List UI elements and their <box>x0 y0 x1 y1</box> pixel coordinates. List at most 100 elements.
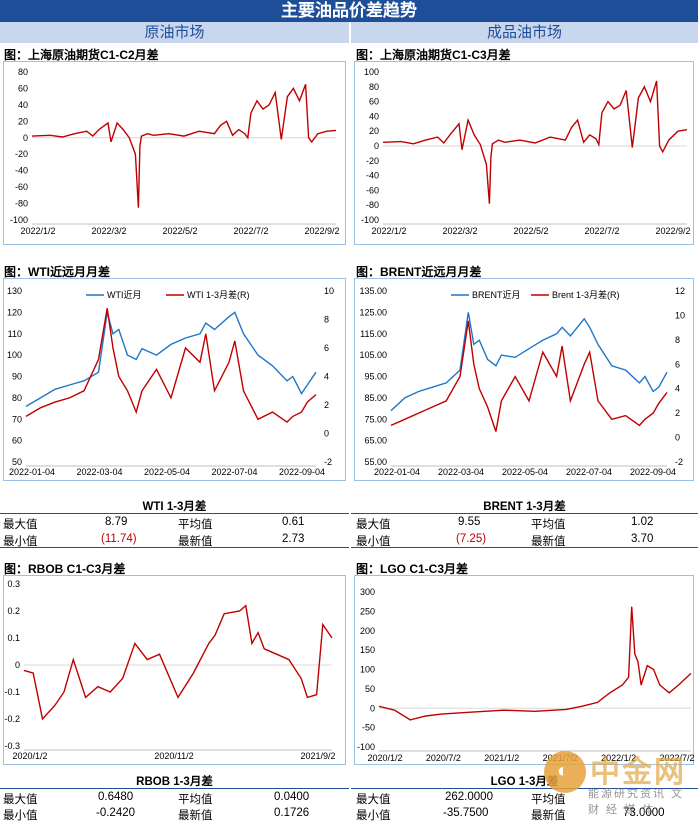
stats-title: WTI 1-3月差 <box>142 501 207 513</box>
page-title: 主要油品价差趋势 <box>0 0 698 22</box>
latest-value: 2.73 <box>282 533 305 545</box>
chart-title-wti: 图：WTI近远月月差 <box>4 265 110 279</box>
x-tick-label: 2022-07-04 <box>211 467 257 477</box>
y-tick-label: -60 <box>366 185 379 195</box>
y2-tick-label: 4 <box>324 372 329 382</box>
y-tick-label: 50 <box>365 684 375 694</box>
y-tick-label: -20 <box>366 156 379 166</box>
x-tick-label: 2022/9/2 <box>304 226 339 236</box>
latest-value: 3.70 <box>631 533 654 545</box>
stats-title: LGO 1-3月差 <box>490 776 559 788</box>
chart-panel-lgo <box>354 575 694 765</box>
y-tick-label: 80 <box>18 67 28 77</box>
chart-title-brent: 图：BRENT近远月月差 <box>356 265 482 279</box>
y2-tick-label: 10 <box>324 286 334 296</box>
series-line-0 <box>31 84 337 208</box>
series-line-1 <box>390 320 668 432</box>
max-value: 262.0000 <box>445 791 493 803</box>
y-tick-label: 80 <box>12 393 22 403</box>
y-tick-label: -100 <box>361 215 379 225</box>
y-tick-label: 110 <box>8 329 22 339</box>
y-tick-label: 135.00 <box>359 286 387 296</box>
y-tick-label: 150 <box>360 645 375 655</box>
chart-panel-sc-c1c2 <box>3 61 346 245</box>
chart-panel-brent <box>354 278 694 481</box>
max-value: 8.79 <box>105 516 128 528</box>
y-tick-label: -40 <box>15 166 28 176</box>
y-tick-label: 250 <box>360 606 375 616</box>
y-tick-label: 0.1 <box>7 633 20 643</box>
x-tick-label: 2022-05-04 <box>502 467 548 477</box>
y2-tick-label: 12 <box>675 286 685 296</box>
series-line-0 <box>390 312 668 412</box>
y-tick-label: 0 <box>15 660 20 670</box>
latest-label: 最新值 <box>531 810 566 822</box>
y-tick-label: 0.2 <box>7 606 20 616</box>
y2-tick-label: 6 <box>324 343 329 353</box>
stats-title: RBOB 1-3月差 <box>136 776 213 788</box>
y-tick-label: 40 <box>369 111 379 121</box>
x-tick-label: 2020/1/2 <box>367 753 402 763</box>
series-line-0 <box>25 311 317 408</box>
stats-brent: BRENT 1-3月差 最大值 9.55 平均值 1.02 最小值 (7.25)… <box>351 498 698 548</box>
x-tick-label: 2020/7/2 <box>426 753 461 763</box>
y2-tick-label: -2 <box>675 457 683 467</box>
chart-title-sc-c1c2: 图：上海原油期货C1-C2月差 <box>4 48 159 62</box>
y-tick-label: -0.3 <box>4 741 20 751</box>
watermark-brand: 中金网 <box>590 756 686 789</box>
latest-label: 最新值 <box>178 810 213 822</box>
x-tick-label: 2020/11/2 <box>154 751 193 761</box>
y-tick-label: 300 <box>360 587 375 597</box>
section-header-crude: 原油市场 <box>0 22 349 43</box>
x-tick-label: 2022-01-04 <box>9 467 55 477</box>
avg-value: 0.0400 <box>274 791 310 803</box>
y-tick-label: 40 <box>18 100 28 110</box>
latest-value: 73.0000 <box>623 807 665 819</box>
y-tick-label: 55.00 <box>364 457 387 467</box>
y-tick-label: 70 <box>12 414 22 424</box>
y-tick-label: -0.1 <box>4 687 20 697</box>
y2-tick-label: 4 <box>675 384 680 394</box>
series-line-0 <box>23 604 333 721</box>
y-tick-label: 20 <box>369 126 379 136</box>
divider <box>351 547 698 548</box>
y-tick-label: 85.00 <box>364 393 387 403</box>
max-label: 最大值 <box>3 519 38 531</box>
y2-tick-label: 2 <box>675 408 680 418</box>
chart-panel-rbob <box>3 575 346 765</box>
y-tick-label: -0.2 <box>4 714 20 724</box>
stats-rbob: RBOB 1-3月差 最大值 0.6480 平均值 0.0400 最小值 -0.… <box>0 773 349 822</box>
x-tick-label: 2022/3/2 <box>442 226 477 236</box>
avg-value: 1.02 <box>631 516 654 528</box>
avg-label: 平均值 <box>178 519 213 531</box>
y-tick-label: 115.00 <box>360 329 387 339</box>
x-tick-label: 2022/5/2 <box>162 226 197 236</box>
min-label: 最小值 <box>3 536 38 548</box>
chart-brent: 135.00 125.00 115.00 105.00 95.00 85.00 75.00 6… <box>359 286 685 477</box>
min-value: -0.2420 <box>96 807 136 819</box>
series-line-0 <box>382 80 688 204</box>
y-tick-label: -40 <box>366 171 379 181</box>
max-label: 最大值 <box>356 794 391 806</box>
x-tick-label: 2022/9/2 <box>655 226 690 236</box>
y-tick-label: -80 <box>366 200 379 210</box>
y-tick-label: 75.00 <box>364 414 387 424</box>
x-tick-label: 2022/7/2 <box>659 753 694 763</box>
section-header-products: 成品油市场 <box>351 22 698 43</box>
divider <box>0 513 349 514</box>
y2-tick-label: -2 <box>324 457 332 467</box>
y-tick-label: 0 <box>23 133 28 143</box>
y2-tick-label: 0 <box>675 433 680 443</box>
y-tick-label: 0 <box>374 141 379 151</box>
divider <box>351 788 698 789</box>
y-tick-label: 60 <box>369 97 379 107</box>
x-tick-label: 2021/1/2 <box>484 753 519 763</box>
avg-label: 平均值 <box>531 519 566 531</box>
min-label: 最小值 <box>356 536 391 548</box>
y-tick-label: 90 <box>12 372 22 382</box>
